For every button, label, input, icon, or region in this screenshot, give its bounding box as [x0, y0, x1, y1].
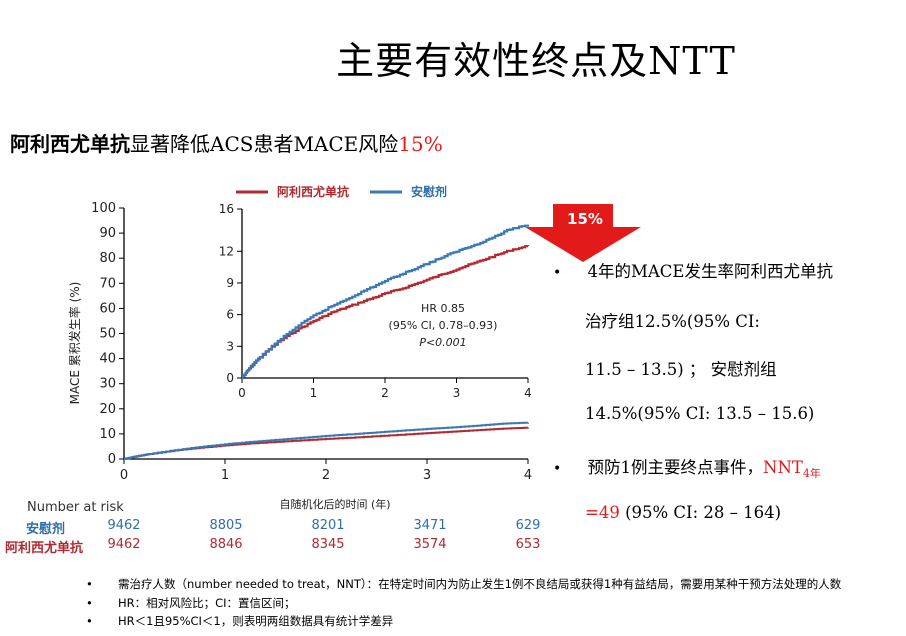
y-tick-label: 9 [226, 276, 234, 290]
main-chart-lines [124, 421, 529, 460]
footnote-2-text: HR：相对风险比；CI：置信区间； [118, 596, 296, 610]
x-tick-label: 2 [381, 386, 389, 400]
y-tick-label: 16 [219, 202, 234, 216]
y-tick-label: 20 [99, 402, 116, 417]
series-line-drug [124, 426, 529, 460]
y-tick-label: 12 [219, 244, 234, 258]
bullet-1-line-4: 14.5%(95% CI: 13.5 – 15.6) [585, 404, 815, 423]
x-tick-label: 4 [524, 386, 532, 400]
risk-row-label-drug: 阿利西尤单抗 [5, 541, 84, 556]
x-tick-label: 1 [221, 468, 229, 483]
series-line-placebo [124, 421, 529, 460]
risk-value: 3471 [413, 518, 447, 533]
subtitle-drug: 阿利西尤单抗 [10, 132, 130, 156]
subtitle-pct: 15% [398, 132, 443, 156]
page-title: 主要有效性终点及NTT [336, 39, 736, 83]
risk-table-header: Number at risk [27, 500, 124, 515]
risk-value: 9462 [107, 518, 141, 533]
subtitle: 阿利西尤单抗显著降低ACS患者MACE风险15% [10, 128, 443, 157]
risk-value: 8345 [311, 537, 345, 552]
legend-label-placebo: 安慰剂 [411, 184, 447, 199]
risk-value: 9462 [107, 537, 141, 552]
bullet-2-nnt-value: =49 [585, 503, 620, 522]
y-tick-label: 100 [91, 201, 116, 216]
bullet-1-line-3: 11.5 – 13.5) ； 安慰剂组 [585, 360, 777, 379]
ci-annotation: (95% CI, 0.78–0.93) [389, 319, 498, 332]
hr-annotation: HR 0.85 [421, 302, 465, 315]
footnote-1-text: 需治疗人数（number needed to treat，NNT）：在特定时间内… [118, 577, 842, 591]
bullet-1-text-b: 阿利西尤单抗 [733, 262, 833, 281]
bullet-dot-2: • [553, 461, 562, 477]
y-tick-label: 80 [99, 251, 116, 266]
risk-row-label-placebo: 安慰剂 [26, 522, 66, 537]
bullet-1-line-2: 治疗组12.5%(95% CI: [585, 312, 760, 331]
x-tick-label: 3 [453, 386, 461, 400]
series-line-placebo [242, 224, 530, 380]
x-tick-label: 3 [423, 468, 431, 483]
risk-value: 8846 [209, 537, 243, 552]
risk-value: 8805 [209, 518, 243, 533]
main-x-axis-label: 自随机化后的时间 (年) [279, 497, 390, 511]
risk-value: 8201 [311, 518, 345, 533]
bullet-2-text-a: 预防1例主要终点事件， [587, 458, 764, 477]
x-tick-label: 0 [120, 468, 128, 483]
x-tick-label: 2 [322, 468, 330, 483]
main-y-axis-label: MACE 累积发生率 (%) [67, 282, 82, 405]
inset-chart-lines [242, 224, 530, 380]
reduction-arrow-badge [525, 204, 641, 262]
risk-value: 629 [515, 518, 541, 533]
bullet-2-nnt: NNT [763, 458, 803, 477]
footnote-1: • 需治疗人数（number needed to treat，NNT）：在特定时间… [86, 577, 842, 591]
y-tick-label: 0 [108, 452, 116, 467]
y-tick-label: 60 [99, 301, 116, 316]
series-line-drug [242, 245, 530, 380]
bullet-2-nnt-ci: (95% CI: 28 – 164) [619, 503, 782, 522]
bullet-2-nnt-sub: 4年 [802, 467, 821, 480]
footnote-3: • HR＜1且95%CI＜1，则表明两组数据具有统计学差异 [86, 614, 394, 628]
footnote-2: • HR：相对风险比；CI：置信区间； [86, 596, 296, 610]
legend-label-drug: 阿利西尤单抗 [277, 184, 349, 199]
y-tick-label: 10 [99, 427, 116, 442]
x-tick-label: 0 [238, 386, 246, 400]
bullet-2-line-1: • 预防1例主要终点事件，NNT4年 [553, 454, 821, 481]
footnote-3-text: HR＜1且95%CI＜1，则表明两组数据具有统计学差异 [118, 614, 394, 628]
bullet-1-text-a: 4年的MACE发生率 [587, 262, 734, 281]
bullet-dot-1: • [553, 265, 562, 281]
y-tick-label: 3 [226, 339, 234, 353]
y-tick-label: 70 [99, 276, 116, 291]
y-tick-label: 40 [99, 352, 116, 367]
badge-label: 15% [567, 210, 603, 228]
y-tick-label: 30 [99, 377, 116, 392]
y-tick-label: 90 [99, 226, 116, 241]
risk-value: 653 [515, 537, 541, 552]
x-tick-label: 4 [524, 468, 532, 483]
y-tick-label: 6 [226, 308, 234, 322]
subtitle-middle: 显著降低ACS患者MACE风险 [130, 132, 399, 156]
risk-value: 3574 [413, 537, 447, 552]
bullet-2-line-2: =49 (95% CI: 28 – 164) [585, 503, 781, 522]
bullet-1-line-1: • 4年的MACE发生率阿利西尤单抗 [553, 258, 833, 282]
y-tick-label: 50 [99, 327, 116, 342]
x-tick-label: 1 [310, 386, 318, 400]
p-annotation: P<0.001 [419, 336, 466, 349]
y-tick-label: 0 [226, 371, 234, 385]
